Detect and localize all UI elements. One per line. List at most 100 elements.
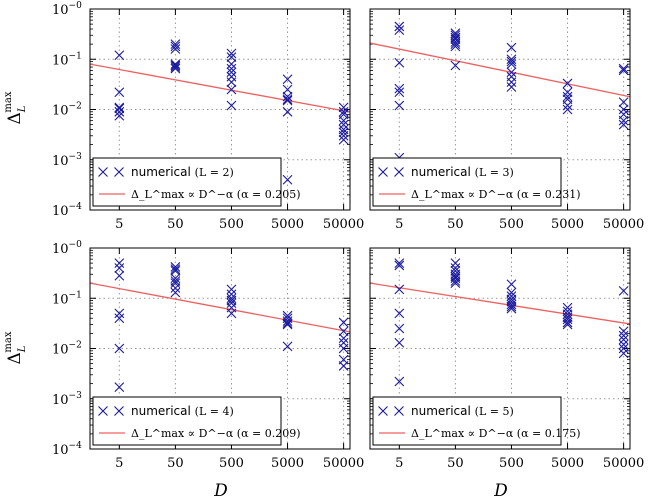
x-tick-label: 5: [115, 217, 123, 232]
x-tick-label: 5: [395, 217, 403, 232]
fit-line: [89, 282, 351, 333]
x-tick-label: 50: [447, 456, 464, 471]
legend-numerical-label: numerical (L = 5): [411, 404, 514, 418]
data-point: [618, 339, 629, 350]
legend-box: [372, 396, 562, 446]
x-tick-label: 5000: [551, 217, 584, 232]
y-tick-label: 10−2: [52, 102, 82, 119]
legend-numerical-label: numerical (L = 2): [131, 165, 234, 179]
data-point: [114, 313, 125, 324]
y-tick-label: 10−1: [52, 51, 82, 68]
data-point: [506, 82, 517, 92]
data-point: [506, 279, 517, 290]
data-point: [450, 60, 461, 71]
data-point: [394, 376, 405, 387]
plot-frame: [89, 8, 351, 211]
panel-3: 5 50 500 5000 50000 10−4 10−3 10−2 10−1 10−0 numer…: [52, 240, 364, 471]
data-point: [506, 287, 517, 298]
legend-numerical-label: numerical (L = 4): [131, 404, 234, 418]
data-point: [114, 106, 125, 117]
data-point: [170, 41, 181, 52]
panel-1: 5 50 500 5000 50000 10−4 10−3 10−2 10−1 10−0 numer…: [52, 1, 364, 232]
data-point: [338, 127, 349, 138]
data-point: [226, 100, 237, 111]
ylabel-top-main: Δ: [5, 112, 25, 124]
data-point: [394, 258, 405, 269]
data-point: [450, 278, 461, 289]
x-tick-label: 50000: [323, 217, 364, 232]
data-point: [450, 41, 461, 52]
data-point: [394, 308, 405, 319]
data-point: [338, 361, 349, 371]
data-point: [226, 284, 237, 295]
data-point: [506, 42, 517, 53]
data-point: [506, 303, 517, 314]
data-point: [506, 54, 517, 65]
data-point: [450, 273, 461, 284]
data-point: [394, 21, 405, 32]
data-point: [114, 263, 125, 273]
data-point: [170, 44, 181, 54]
data-point: [394, 260, 405, 271]
data-point: [338, 134, 349, 145]
data-point: [282, 91, 293, 102]
x-tick-label: 500: [219, 217, 244, 232]
data-point: [114, 258, 125, 269]
data-point: [562, 319, 573, 330]
x-tick-label: 50000: [603, 217, 644, 232]
data-point: [114, 343, 125, 354]
data-point: [226, 48, 237, 59]
data-point: [618, 119, 629, 130]
data-point: [338, 343, 349, 354]
ylabel-top-sup: max: [3, 91, 14, 112]
data-point: [226, 67, 237, 78]
data-point: [114, 87, 125, 98]
legend-box: [92, 396, 282, 446]
fit-line: [89, 63, 351, 113]
x-tick-label: 500: [499, 456, 524, 471]
panel-2: 5 50 500 5000 50000 numerical (L = 3) Δ_L^max …: [369, 8, 644, 232]
data-point: [338, 326, 349, 337]
data-point: [338, 119, 349, 130]
plot-frame: [369, 247, 631, 450]
y-tick-label: 10−1: [52, 290, 82, 307]
data-point: [282, 94, 293, 105]
data-point: [394, 323, 405, 334]
data-point: [170, 63, 181, 74]
legend-marker: [114, 406, 124, 416]
y-tick-label: 10−2: [52, 341, 82, 358]
data-point: [114, 50, 125, 61]
legend-marker: [394, 167, 404, 177]
data-point: [618, 97, 629, 108]
svg-text:ΔLmax: ΔLmax: [3, 91, 28, 124]
svg-text:ΔLmax: ΔLmax: [3, 331, 28, 364]
data-point: [506, 59, 517, 70]
data-point: [618, 343, 629, 354]
legend-marker: [98, 406, 108, 416]
data-point: [114, 270, 125, 281]
data-point: [394, 83, 405, 94]
plot-frame: [89, 247, 351, 450]
data-point: [450, 258, 461, 269]
x-tick-label: 50: [447, 217, 464, 232]
ylabel-bottom-sub: L: [17, 345, 28, 353]
data-point: [562, 78, 573, 89]
x-tick-label: 50: [167, 217, 184, 232]
ylabel-bottom: ΔLmax: [3, 331, 28, 364]
y-tick-label: 10−4: [52, 441, 82, 458]
data-point: [394, 57, 405, 68]
data-point: [618, 286, 629, 296]
data-point: [450, 276, 461, 286]
y-tick-label: 10−3: [52, 391, 82, 408]
data-point: [282, 95, 293, 106]
legend-box: [92, 157, 282, 207]
data-point: [114, 102, 125, 113]
xlabel-left: D: [213, 481, 228, 501]
x-tick-label: 5000: [551, 456, 584, 471]
data-point: [282, 174, 293, 185]
data-point: [618, 104, 629, 115]
legend-fit-label: Δ_L^max ∝ D^−α (α = 0.205): [131, 188, 301, 201]
data-point: [282, 319, 293, 330]
data-point: [506, 67, 517, 78]
